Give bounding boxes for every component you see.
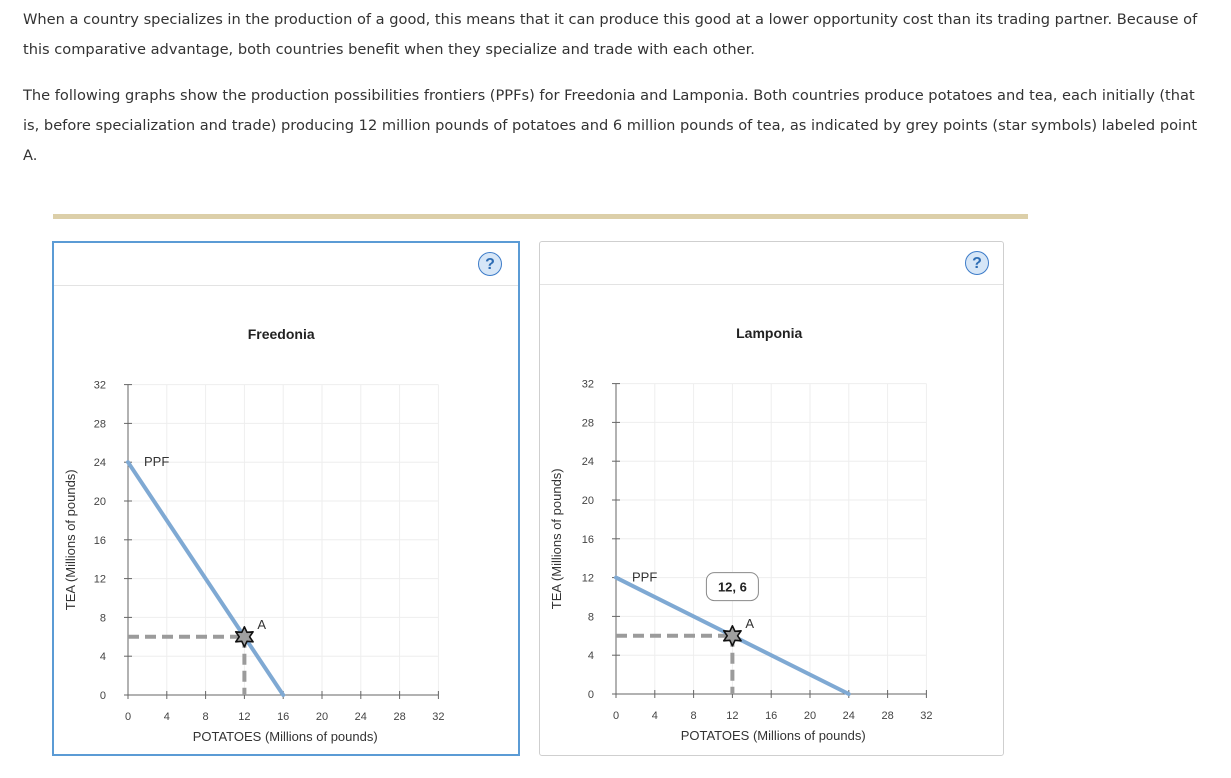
x-tick-label: 12 [238,711,250,723]
x-tick-label: 8 [691,710,697,722]
y-tick-label: 12 [582,573,594,585]
tooltip-text: 12, 6 [718,580,747,595]
y-tick-label: 28 [582,417,594,429]
freedonia-graph-panel[interactable]: ? Freedonia 0 4 8 12 16 20 24 28 32 0 4 8 12 16 20 24 28 3… [52,241,520,756]
ppf-label: PPF [632,570,657,585]
lamponia-graph-panel[interactable]: ? Lamponia 0 4 8 12 16 20 24 28 32 0 4 8 12 16 20 24 28 32… [539,241,1004,756]
y-tick-label: 4 [100,651,106,663]
y-tick-label: 20 [94,496,106,508]
point-a-label: A [745,616,754,631]
x-tick-label: 16 [277,711,289,723]
x-tick-label: 24 [843,710,855,722]
y-tick-label: 12 [94,574,106,586]
help-icon[interactable]: ? [478,252,502,276]
y-tick-label: 16 [582,534,594,546]
panel-header: ? [54,243,518,286]
x-tick-label: 8 [203,711,209,723]
y-tick-label: 24 [582,456,594,468]
x-tick-label: 0 [125,711,131,723]
x-axis-label: POTATOES (Millions of pounds) [681,728,866,743]
intro-paragraph-1: When a country specializes in the produc… [23,11,1198,58]
point-a-star[interactable] [722,625,742,647]
y-tick-label: 20 [582,495,594,507]
ppf-line[interactable] [126,460,286,697]
x-tick-label: 4 [652,710,658,722]
x-tick-label: 32 [920,710,932,722]
y-tick-label: 0 [100,690,106,702]
help-icon[interactable]: ? [965,251,989,275]
intro-paragraph-2: The following graphs show the production… [23,87,1198,164]
ppf-label: PPF [144,454,169,469]
lamponia-chart[interactable]: Lamponia 0 4 8 12 16 20 24 28 32 0 4 8 12 16 20 24 28 32 PO… [540,242,1003,755]
y-tick-label: 16 [94,535,106,547]
point-a-label: A [257,617,266,632]
x-tick-label: 24 [355,711,367,723]
y-axis-label: TEA (Millions of pounds) [63,469,78,610]
panel-header: ? [540,242,1003,285]
chart-title: Lamponia [736,325,802,341]
y-tick-label: 24 [94,457,106,469]
y-tick-label: 28 [94,418,106,430]
y-tick-label: 0 [588,689,594,701]
y-tick-label: 8 [100,612,106,624]
y-axis-label: TEA (Millions of pounds) [549,468,564,609]
x-tick-label: 28 [881,710,893,722]
freedonia-chart[interactable]: Freedonia 0 4 8 12 16 20 24 28 32 0 4 8 12 16 20 24 28 32 P… [54,243,518,754]
section-divider [53,214,1028,219]
x-tick-label: 12 [726,710,738,722]
point-a-star[interactable] [234,626,254,648]
x-tick-label: 28 [393,711,405,723]
x-tick-label: 0 [613,710,619,722]
value-tooltip [705,572,759,602]
x-tick-label: 16 [765,710,777,722]
x-tick-label: 20 [804,710,816,722]
y-tick-label: 32 [94,380,106,392]
y-tick-label: 4 [588,650,594,662]
chart-title: Freedonia [248,326,315,342]
x-tick-label: 20 [316,711,328,723]
x-axis-label: POTATOES (Millions of pounds) [193,729,378,744]
y-tick-label: 8 [588,611,594,623]
y-tick-label: 32 [582,379,594,391]
x-tick-label: 32 [432,711,444,723]
x-tick-label: 4 [164,711,170,723]
